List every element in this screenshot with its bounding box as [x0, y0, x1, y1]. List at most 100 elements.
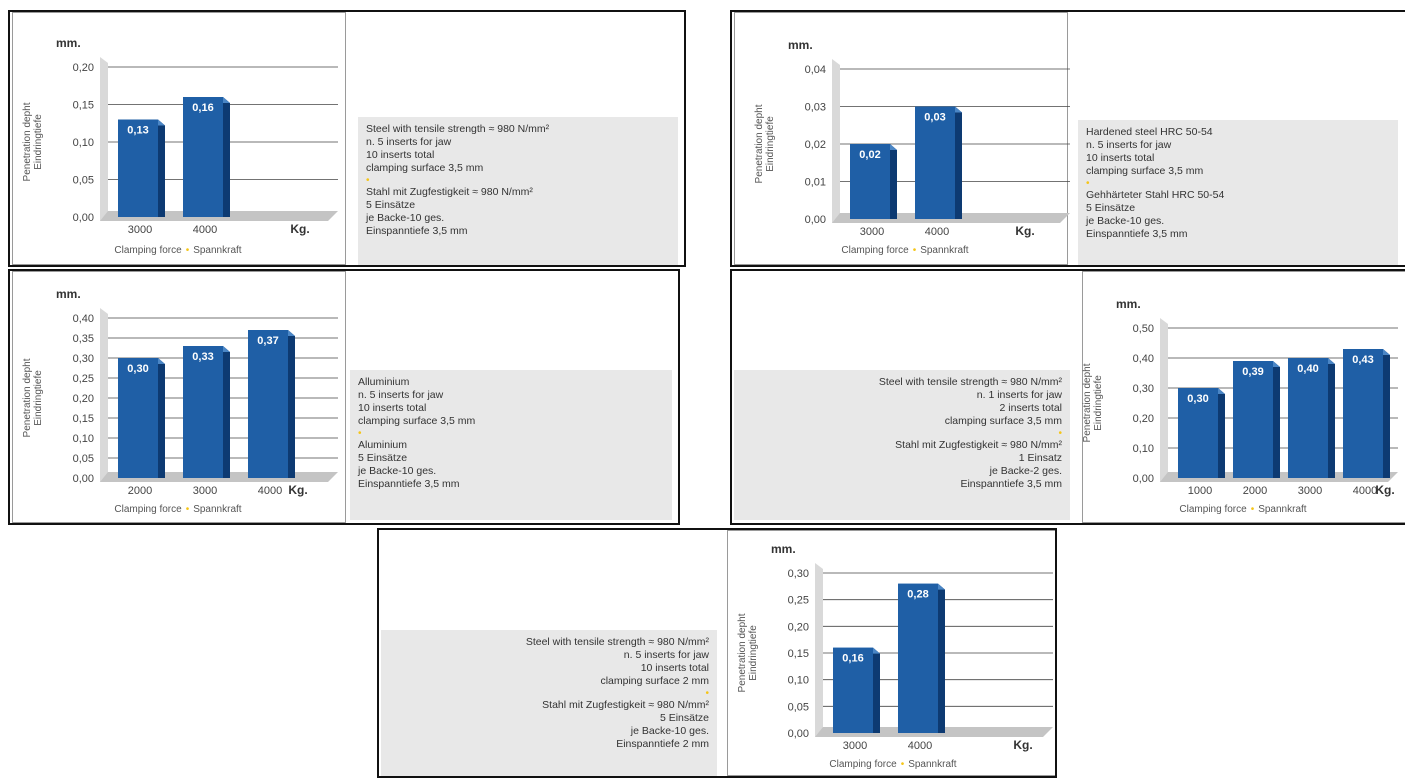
panel-steel-1-insert: Steel with tensile strength ≈ 980 N/mm² n…: [730, 269, 1405, 525]
x-axis-label-de: Spannkraft: [1258, 504, 1307, 515]
y-tick-label: 0,40: [1133, 353, 1154, 365]
bar-side: [223, 97, 230, 217]
x-tick-label: 4000: [258, 485, 282, 497]
x-unit-label: Kg.: [288, 483, 307, 497]
y-tick-label: 0,03: [805, 102, 826, 114]
y-tick-label: 0,30: [788, 568, 809, 580]
separator-dot: •: [1058, 428, 1062, 439]
bar-side: [1383, 349, 1390, 478]
info-line: n. 5 inserts for jaw: [358, 389, 444, 401]
y-tick-label: 0,25: [73, 373, 94, 385]
x-tick-label: 3000: [1298, 485, 1322, 497]
info-line: 1 Einsatz: [1018, 452, 1062, 464]
info-line: 2 inserts total: [999, 402, 1062, 414]
x-axis-label-en: Clamping force: [841, 245, 909, 256]
y-tick-label: 0,35: [73, 333, 94, 345]
bar: [915, 106, 955, 219]
x-unit-label: Kg.: [290, 222, 309, 236]
info-line: je Backe-10 ges.: [358, 465, 437, 477]
separator-dot: •: [186, 245, 190, 256]
info-line: Steel with tensile strength ≈ 980 N/mm²: [366, 123, 550, 135]
x-axis-label: Clamping force • Spannkraft: [841, 245, 968, 256]
x-axis-label: Clamping force • Spannkraft: [829, 759, 956, 770]
x-axis-label-en: Clamping force: [829, 759, 897, 770]
info-line: clamping surface 2 mm: [600, 675, 709, 687]
info-line: Einspanntiefe 2 mm: [616, 738, 709, 750]
y-tick-label: 0,10: [73, 433, 94, 445]
bar-side: [1218, 388, 1225, 478]
y-tick-label: 0,10: [788, 675, 809, 687]
chart-box: 0,00 0,01 0,02 0,03 0,04 mm. Penetration depht…: [734, 12, 1070, 265]
info-line: clamping surface 3,5 mm: [1086, 165, 1204, 177]
y-tick-label: 0,40: [73, 313, 94, 325]
info-line: clamping surface 3,5 mm: [358, 415, 476, 427]
info-line: Einspanntiefe 3,5 mm: [366, 225, 468, 237]
x-axis-label-en: Clamping force: [114, 504, 182, 515]
bar-value-label: 0,40: [1297, 363, 1318, 375]
chart-box: 0,00 0,10 0,20 0,30 0,40 0,50 mm. Penetration d…: [1082, 271, 1405, 523]
x-tick-label: 3000: [128, 224, 152, 236]
bar: [1178, 388, 1218, 478]
bar-value-label: 0,39: [1242, 366, 1263, 378]
x-axis-label: Clamping force • Spannkraft: [114, 504, 241, 515]
bar-side: [1328, 358, 1335, 478]
bar-side: [158, 119, 165, 217]
y-unit-label: mm.: [788, 38, 813, 52]
y-tick-label: 0,04: [805, 64, 826, 76]
y-tick-label: 0,00: [73, 473, 94, 485]
separator-dot: •: [913, 245, 917, 256]
info-line: Stahl mit Zugfestigkeit ≈ 980 N/mm²: [366, 186, 533, 198]
y-tick-label: 0,10: [73, 137, 94, 149]
bar: [833, 647, 873, 733]
y-axis-label: Penetration depht: [737, 613, 748, 692]
x-axis-label-de: Spannkraft: [908, 759, 957, 770]
bar-value-label: 0,13: [127, 125, 148, 137]
info-line: Gehhärteter Stahl HRC 50-54: [1086, 189, 1225, 201]
bar-value-label: 0,30: [127, 363, 148, 375]
y-tick-label: 0,00: [805, 214, 826, 226]
info-line: Steel with tensile strength ≈ 980 N/mm²: [525, 636, 709, 648]
info-line: je Backe-10 ges.: [366, 212, 445, 224]
info-line: n. 5 inserts for jaw: [623, 649, 709, 661]
info-line: Stahl mit Zugfestigkeit ≈ 980 N/mm²: [542, 699, 709, 711]
y-axis-label: Penetration depht: [1082, 363, 1093, 442]
x-axis-label-de: Spannkraft: [193, 504, 242, 515]
bar: [118, 119, 158, 217]
info-line: n. 1 inserts for jaw: [976, 389, 1062, 401]
info-line: 5 Einsätze: [1086, 202, 1136, 214]
bar-chart: 0,00 0,10 0,20 0,30 0,40 0,50 mm. Penetration d…: [1082, 297, 1398, 515]
y-axis-label-de: Eindringtiefe: [33, 114, 44, 170]
chart-back-wall: [100, 308, 108, 482]
bar: [898, 583, 938, 733]
bar: [248, 330, 288, 478]
y-tick-label: 0,20: [73, 62, 94, 74]
x-tick-label: 2000: [1243, 485, 1267, 497]
bar-side: [873, 647, 880, 733]
y-tick-label: 0,10: [1133, 443, 1154, 455]
bar-value-label: 0,16: [192, 102, 213, 114]
panel-aluminium: 0,00 0,05 0,10 0,15 0,20 0,25 0,30 0,35 0,40 mm. P…: [8, 269, 680, 525]
separator-dot: •: [186, 504, 190, 515]
separator-dot: •: [1251, 504, 1255, 515]
y-axis-label: Penetration depht: [22, 102, 33, 181]
chart-box: 0,00 0,05 0,10 0,15 0,20 0,25 0,30 mm. Penetrati…: [727, 530, 1055, 776]
y-tick-label: 0,00: [73, 212, 94, 224]
info-line: Steel with tensile strength ≈ 980 N/mm²: [878, 376, 1062, 388]
bar: [850, 144, 890, 219]
y-unit-label: mm.: [56, 36, 81, 50]
info-line: 5 Einsätze: [659, 712, 709, 724]
info-line: Aluminium: [358, 439, 408, 451]
y-tick-label: 0,25: [788, 595, 809, 607]
y-tick-label: 0,01: [805, 177, 826, 189]
separator-dot: •: [901, 759, 905, 770]
bar-chart: 0,00 0,05 0,10 0,15 0,20 0,25 0,30 mm. Penetrati…: [737, 542, 1053, 770]
info-line: 5 Einsätze: [358, 452, 408, 464]
bar-side: [938, 583, 945, 733]
chart-back-wall: [100, 57, 108, 221]
info-box: Steel with tensile strength ≈ 980 N/mm² n…: [358, 117, 678, 265]
info-line: Stahl mit Zugfestigkeit ≈ 980 N/mm²: [895, 439, 1062, 451]
bar-value-label: 0,33: [192, 351, 213, 363]
x-tick-label: 3000: [860, 226, 884, 238]
info-line: Einspanntiefe 3,5 mm: [1086, 228, 1188, 240]
bar-side: [158, 358, 165, 478]
